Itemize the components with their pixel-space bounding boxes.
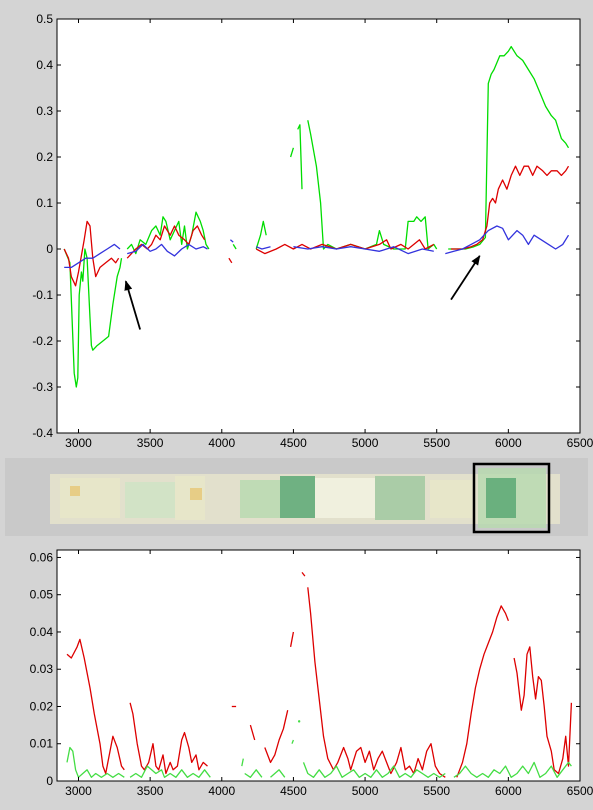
top-series-0-segment-2: [232, 244, 237, 250]
map-strip-patch: [486, 478, 516, 518]
top-series-1-segment-2: [228, 257, 233, 264]
top-series-0-segment-5: [297, 124, 303, 190]
map-strip-patch: [240, 480, 280, 518]
top-series-2-segment-0: [64, 243, 121, 269]
top-series-0-segment-7: [448, 45, 570, 250]
top-series-2-segment-5: [445, 225, 570, 255]
bottom-xtick-label: 6500: [567, 784, 593, 798]
top-plot-area: [56, 18, 581, 434]
bottom-xtick-label: 3500: [137, 784, 164, 798]
top-ytick-label: 0.3: [36, 104, 53, 118]
map-strip-patch: [315, 478, 375, 518]
top-ytick-label: 0.1: [36, 196, 53, 210]
top-plot: 3000 3500 4000 4500 5000 5500 6000 6500 -0.4 -0.3…: [32, 12, 593, 450]
top-ytick-label: -0.1: [32, 288, 53, 302]
bottom-series-0-segment-8: [456, 605, 510, 778]
top-series-2-segment-4: [293, 246, 434, 255]
bottom-ytick-label: 0.06: [30, 550, 54, 564]
top-xtick-label: 5500: [423, 436, 450, 450]
top-plot-series: [63, 45, 570, 388]
bottom-series-1-segment-0: [66, 746, 125, 778]
bottom-series-1-segment-3: [244, 769, 263, 778]
top-series-1-segment-3: [255, 239, 435, 255]
bottom-series-1-segment-2: [241, 758, 244, 767]
bottom-plot-series: [66, 571, 573, 778]
bottom-series-0-segment-4: [264, 710, 289, 764]
map-strip-patch: [125, 482, 175, 518]
top-xtick-label: 3500: [137, 436, 164, 450]
top-plot-ticks: 3000 3500 4000 4500 5000 5500 6000 6500 -0.4 -0.3…: [32, 12, 593, 450]
map-strip-patch: [60, 478, 120, 518]
map-strip-highlight-box: [472, 462, 551, 534]
map-strip-patch: [190, 488, 202, 500]
bottom-ytick-label: 0.02: [30, 699, 54, 713]
annotation-arrow-0: [124, 280, 141, 330]
top-series-2-segment-2: [229, 239, 234, 243]
bottom-series-0-segment-9: [513, 646, 573, 775]
top-xtick-label: 3000: [65, 436, 92, 450]
top-xtick-label: 5000: [352, 436, 379, 450]
top-ytick-label: -0.4: [32, 426, 53, 440]
top-series-0-segment-3: [255, 220, 267, 250]
bottom-xtick-label: 3000: [65, 784, 92, 798]
top-xtick-label: 4500: [280, 436, 307, 450]
top-xtick-label: 6500: [567, 436, 593, 450]
bottom-ytick-label: 0.01: [30, 737, 54, 751]
top-series-0-segment-6: [307, 120, 438, 250]
top-ytick-label: -0.2: [32, 334, 53, 348]
map-strip-patches: [60, 468, 546, 528]
bottom-series-1-segment-7: [302, 762, 446, 778]
bottom-ytick-label: 0: [46, 774, 53, 788]
top-series-1-segment-0: [63, 220, 120, 287]
top-series-2-segment-3: [255, 246, 271, 250]
top-ytick-label: 0.2: [36, 150, 53, 164]
top-xtick-label: 6000: [495, 436, 522, 450]
top-series-0-segment-0: [63, 248, 123, 388]
bottom-xtick-label: 5500: [423, 784, 450, 798]
top-xtick-label: 4000: [208, 436, 235, 450]
top-series-1-segment-4: [451, 165, 570, 250]
top-plot-annotations: [124, 255, 481, 330]
top-ytick-label: 0.4: [36, 58, 53, 72]
bottom-xtick-label: 5000: [352, 784, 379, 798]
map-strip-panel: [5, 458, 588, 536]
top-series-2-segment-1: [127, 243, 208, 257]
map-strip-patch: [280, 476, 315, 518]
bottom-series-1-segment-1: [129, 765, 211, 778]
bottom-series-1-segment-5: [291, 739, 295, 744]
top-series-1-segment-1: [126, 225, 206, 259]
bottom-series-0-segment-5: [289, 631, 295, 648]
bottom-series-0-segment-7: [307, 587, 446, 778]
top-ytick-label: 0.5: [36, 12, 53, 26]
bottom-ytick-label: 0.05: [30, 588, 54, 602]
bottom-xtick-label: 4000: [208, 784, 235, 798]
annotation-arrow-1: [450, 255, 481, 301]
bottom-ytick-label: 0.03: [30, 662, 54, 676]
bottom-series-1-segment-8: [453, 761, 572, 778]
bottom-series-0-segment-6: [301, 571, 306, 577]
bottom-series-1-point-6: [297, 720, 301, 723]
top-series-0-segment-1: [126, 211, 210, 255]
top-ytick-label: 0: [46, 242, 53, 256]
bottom-ytick-label: 0.04: [30, 625, 54, 639]
bottom-series-0-segment-3: [249, 724, 256, 741]
bottom-plot-ticks: 3000 3500 4000 4500 5000 5500 6000 6500 0 0.01 0.0…: [30, 550, 593, 798]
bottom-xtick-label: 6000: [495, 784, 522, 798]
map-strip-patch: [430, 480, 472, 518]
bottom-plot-area: [56, 549, 581, 782]
bottom-series-0-segment-0: [66, 638, 125, 775]
top-ytick-label: -0.3: [32, 380, 53, 394]
top-series-0-segment-4: [289, 147, 295, 158]
map-strip-patch: [70, 486, 80, 496]
bottom-series-1-segment-4: [270, 769, 286, 778]
bottom-xtick-label: 4500: [280, 784, 307, 798]
bottom-plot: 3000 3500 4000 4500 5000 5500 6000 6500 0 0.01 0.0…: [30, 549, 593, 798]
bottom-series-0-segment-1: [129, 702, 208, 775]
map-strip-patch: [375, 476, 425, 520]
